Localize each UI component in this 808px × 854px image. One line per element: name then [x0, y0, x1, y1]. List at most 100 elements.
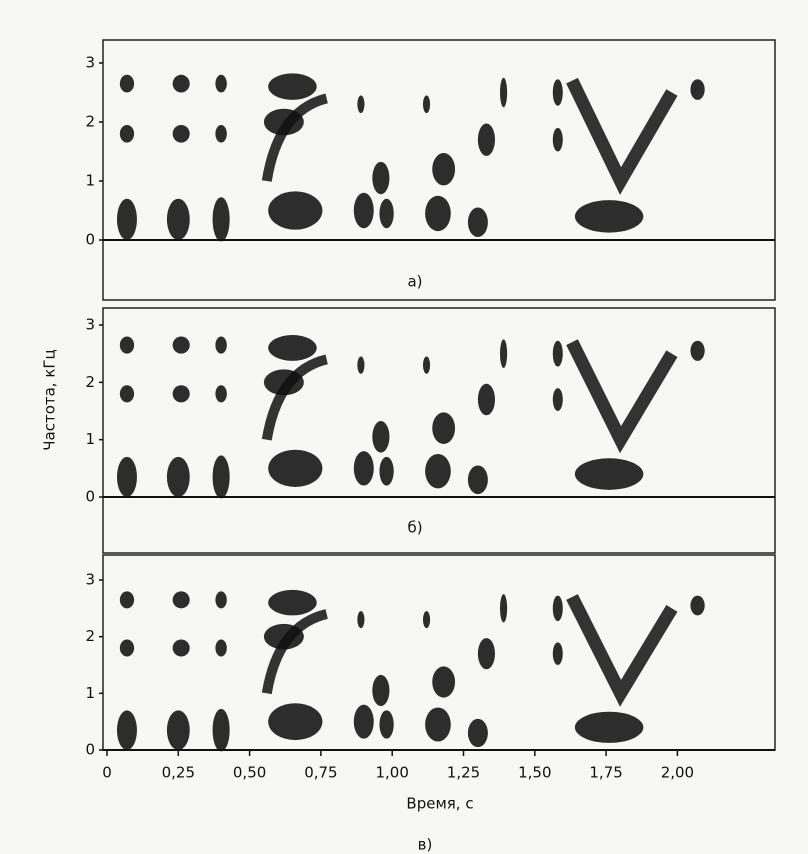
spectrogram-blob — [425, 195, 451, 232]
spectrogram-blob — [552, 642, 563, 666]
spectrogram-blob — [379, 710, 394, 739]
spectrogram-blob — [379, 198, 394, 229]
y-tick-label: 1 — [85, 684, 95, 702]
y-tick-label: 0 — [85, 231, 95, 249]
spectrogram-blob — [268, 191, 323, 230]
spectrogram-blob — [166, 456, 190, 497]
x-tick-label: 0,25 — [162, 764, 195, 782]
spectrogram-blob — [500, 77, 508, 108]
formant-track — [566, 339, 678, 454]
formant-track — [566, 594, 678, 707]
spectrogram-blob — [432, 412, 456, 444]
x-tick-label: 0 — [102, 764, 112, 782]
spectrogram-blob — [215, 591, 227, 609]
spectrogram-blob — [467, 718, 488, 748]
spectrogram-blob — [172, 591, 190, 609]
panel-frame — [102, 39, 776, 301]
formant-track — [261, 354, 329, 441]
spectrogram-blob — [379, 456, 394, 486]
y-tick-label: 0 — [85, 741, 95, 759]
spectrogram-blob — [574, 458, 644, 490]
spectrogram-blob — [215, 385, 227, 403]
spectrogram-blob — [215, 74, 227, 93]
spectrogram-blob — [690, 79, 705, 100]
y-tick-label: 2 — [85, 373, 95, 391]
y-tick-label: 3 — [85, 54, 95, 72]
spectrogram-blob — [268, 73, 317, 100]
spectrogram-blob — [467, 207, 488, 238]
y-tick-label: 3 — [85, 571, 95, 589]
spectrogram-blob — [119, 639, 135, 657]
y-tick-label: 2 — [85, 627, 95, 645]
spectrogram-blob — [574, 711, 644, 743]
panel-label: б) — [407, 519, 422, 537]
x-tick-label: 0,50 — [233, 764, 266, 782]
formant-track — [566, 77, 678, 195]
panel-label: а) — [407, 273, 422, 291]
spectrogram-blob — [116, 198, 137, 241]
spectrogram-blob — [172, 639, 190, 657]
spectrogram-blob — [268, 589, 317, 616]
spectrogram-blob — [215, 336, 227, 354]
spectrogram-blob — [212, 455, 230, 499]
spectrogram-blob — [552, 127, 563, 152]
spectrogram-blob — [477, 383, 496, 416]
panel-frame — [102, 307, 776, 554]
spectrogram-blob — [372, 421, 390, 453]
spectrogram-blob — [119, 336, 135, 354]
spectrogram-blob — [552, 340, 563, 367]
spectrogram-blob — [432, 666, 456, 698]
y-tick-label: 3 — [85, 316, 95, 334]
panel-label: в) — [418, 836, 433, 854]
spectrogram-blob — [268, 335, 317, 361]
y-tick-label: 2 — [85, 113, 95, 131]
y-axis-label: Частота, кГц — [41, 349, 59, 451]
y-tick-label: 0 — [85, 488, 95, 506]
spectrogram-blob — [477, 123, 496, 156]
spectrogram-blob — [119, 385, 135, 403]
spectrogram-blob — [119, 591, 135, 609]
y-tick-label: 1 — [85, 430, 95, 448]
spectrogram-blob — [425, 707, 451, 742]
x-tick-label: 2,00 — [661, 764, 694, 782]
spectrogram-blob — [552, 595, 563, 622]
spectrogram-blob — [372, 674, 390, 707]
spectrogram-blob — [268, 703, 323, 741]
spectrogram-blob — [215, 639, 227, 657]
x-axis-label: Время, с — [406, 795, 473, 813]
spectrogram-blob — [166, 198, 190, 241]
spectrogram-blob — [552, 79, 563, 106]
spectrogram-blob — [357, 611, 365, 629]
spectrogram-blob — [353, 192, 374, 229]
x-tick-label: 1,00 — [375, 764, 408, 782]
spectrogram-blob — [477, 638, 496, 670]
spectrogram-blob — [357, 356, 365, 374]
spectrogram-blob — [552, 388, 563, 411]
x-tick-label: 1,25 — [447, 764, 480, 782]
spectrogram-blob — [268, 449, 323, 487]
x-tick-label: 1,75 — [589, 764, 622, 782]
spectrogram-blob — [119, 74, 135, 93]
spectrogram-blob — [353, 704, 374, 739]
spectrogram-blob — [116, 710, 137, 751]
spectrogram-blob — [422, 95, 431, 114]
spectrogram-blob — [212, 197, 230, 242]
spectrogram-blob — [172, 74, 190, 93]
spectrogram-blob — [119, 124, 135, 143]
spectrogram-blob — [212, 708, 230, 752]
formant-track — [261, 93, 329, 182]
spectrogram-blob — [172, 124, 190, 143]
spectrogram-blob — [690, 595, 705, 616]
formant-track — [261, 609, 329, 695]
spectrogram-blob — [172, 336, 190, 354]
spectrogram-blob — [467, 465, 488, 495]
spectrogram-blob — [215, 124, 227, 143]
spectrogram-blob — [425, 454, 451, 489]
spectrogram-blob — [116, 456, 137, 497]
spectrogram-blob — [574, 200, 644, 233]
x-tick-label: 1,50 — [518, 764, 551, 782]
spectrogram-blob — [357, 95, 365, 114]
x-tick-label: 0,75 — [304, 764, 337, 782]
